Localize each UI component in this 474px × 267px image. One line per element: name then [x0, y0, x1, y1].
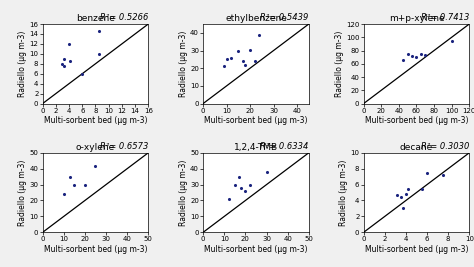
Text: R²= 0.5266: R²= 0.5266	[100, 13, 148, 22]
Title: benzene: benzene	[76, 14, 115, 23]
Y-axis label: Radiello (μg m-3): Radiello (μg m-3)	[179, 159, 188, 226]
Title: ethylbenzene: ethylbenzene	[225, 14, 287, 23]
Text: R²= 0.7413: R²= 0.7413	[421, 13, 469, 22]
Y-axis label: Radiello (μg m-3): Radiello (μg m-3)	[18, 31, 27, 97]
Point	[235, 175, 243, 179]
Point	[400, 58, 407, 62]
X-axis label: Multi-sorbent bed (μg m-3): Multi-sorbent bed (μg m-3)	[44, 116, 147, 125]
Point	[60, 57, 68, 61]
Point	[242, 189, 249, 193]
Title: decane: decane	[400, 143, 433, 152]
Point	[404, 52, 411, 56]
Point	[423, 171, 431, 175]
Point	[246, 182, 254, 187]
Point	[81, 182, 89, 187]
Point	[59, 62, 66, 66]
Text: R²= 0.6573: R²= 0.6573	[100, 142, 148, 151]
X-axis label: Multi-sorbent bed (μg m-3): Multi-sorbent bed (μg m-3)	[44, 245, 147, 254]
Point	[228, 56, 235, 60]
Point	[413, 55, 420, 59]
Point	[439, 173, 447, 177]
Point	[60, 192, 68, 196]
X-axis label: Multi-sorbent bed (μg m-3): Multi-sorbent bed (μg m-3)	[365, 245, 468, 254]
Point	[246, 48, 254, 52]
Point	[71, 182, 78, 187]
Point	[66, 175, 74, 179]
Point	[399, 206, 407, 211]
Point	[404, 186, 412, 191]
Point	[220, 64, 228, 69]
Point	[95, 52, 102, 56]
Point	[239, 59, 247, 63]
X-axis label: Multi-sorbent bed (μg m-3): Multi-sorbent bed (μg m-3)	[365, 116, 468, 125]
Point	[402, 192, 410, 196]
Point	[417, 52, 425, 56]
Point	[79, 72, 86, 76]
Title: 1,2,4-TMB: 1,2,4-TMB	[234, 143, 278, 152]
Point	[242, 62, 249, 67]
Text: R²= 0.6334: R²= 0.6334	[260, 142, 309, 151]
Point	[231, 182, 238, 187]
Point	[61, 64, 68, 68]
Point	[91, 163, 99, 168]
Y-axis label: Radiello (μg m-3): Radiello (μg m-3)	[18, 159, 27, 226]
Point	[223, 57, 230, 61]
Point	[421, 53, 429, 57]
Point	[65, 42, 73, 46]
Point	[418, 186, 426, 191]
Point	[408, 54, 416, 58]
Point	[225, 197, 232, 201]
Title: o-xylene: o-xylene	[76, 143, 115, 152]
Point	[448, 38, 456, 43]
Title: m+p-xylene: m+p-xylene	[389, 14, 444, 23]
Point	[394, 193, 401, 197]
Point	[263, 170, 270, 174]
Point	[251, 59, 259, 63]
Text: R²= 0.3030: R²= 0.3030	[421, 142, 469, 151]
Y-axis label: Radiello (μg m-3): Radiello (μg m-3)	[179, 31, 188, 97]
X-axis label: Multi-sorbent bed (μg m-3): Multi-sorbent bed (μg m-3)	[204, 116, 308, 125]
Text: R²= 0.5439: R²= 0.5439	[260, 13, 309, 22]
Y-axis label: Radiello (μg m-3): Radiello (μg m-3)	[339, 159, 348, 226]
Y-axis label: Radiello (μg m-3): Radiello (μg m-3)	[335, 31, 344, 97]
Point	[255, 33, 263, 37]
Point	[397, 194, 404, 199]
X-axis label: Multi-sorbent bed (μg m-3): Multi-sorbent bed (μg m-3)	[204, 245, 308, 254]
Point	[237, 186, 245, 190]
Point	[235, 48, 242, 53]
Point	[66, 59, 74, 64]
Point	[96, 29, 103, 34]
